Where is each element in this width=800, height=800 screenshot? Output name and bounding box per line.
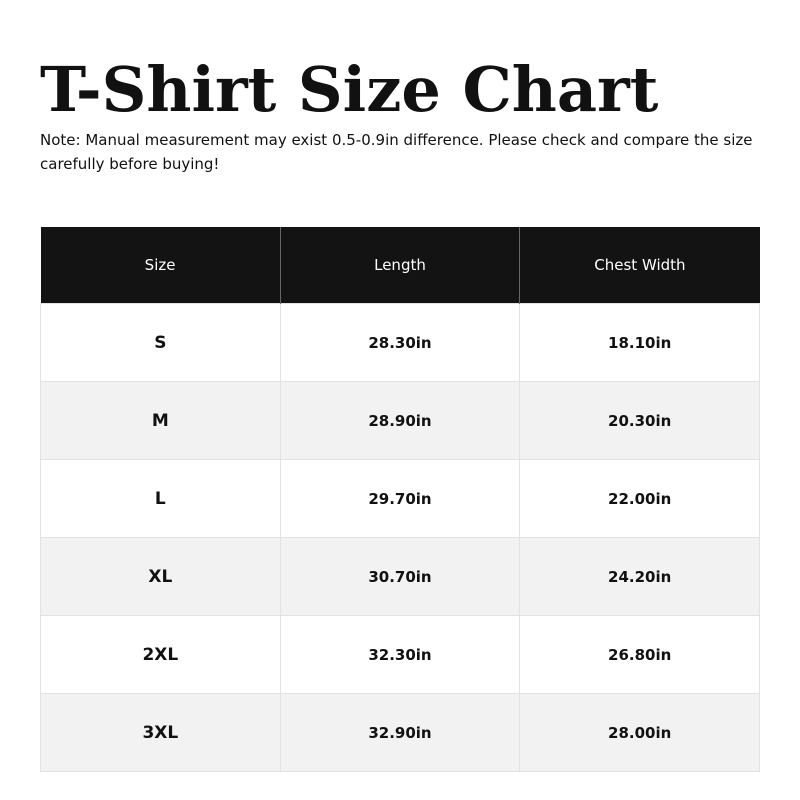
cell-length: 29.70in	[279, 459, 521, 538]
cell-size: S	[40, 303, 281, 382]
cell-chest-width: 18.10in	[519, 303, 760, 382]
page-title: T-Shirt Size Chart	[40, 53, 659, 126]
cell-chest-width: 24.20in	[519, 537, 760, 616]
table-header-row: Size Length Chest Width	[40, 227, 760, 304]
header-size: Size	[40, 227, 281, 304]
table-row: 3XL 32.90in 28.00in	[40, 693, 760, 772]
cell-size: M	[40, 381, 281, 460]
table-row: S 28.30in 18.10in	[40, 303, 760, 382]
cell-size: 3XL	[40, 693, 281, 772]
cell-chest-width: 22.00in	[519, 459, 760, 538]
header-chest-width: Chest Width	[519, 227, 760, 304]
table-row: XL 30.70in 24.20in	[40, 537, 760, 616]
cell-size: XL	[40, 537, 281, 616]
table-row: L 29.70in 22.00in	[40, 459, 760, 538]
header-length: Length	[279, 227, 520, 304]
cell-size: 2XL	[40, 615, 281, 694]
table-row: 2XL 32.30in 26.80in	[40, 615, 760, 694]
cell-chest-width: 28.00in	[519, 693, 760, 772]
cell-chest-width: 20.30in	[519, 381, 760, 460]
cell-chest-width: 26.80in	[519, 615, 760, 694]
cell-length: 32.30in	[279, 615, 521, 694]
cell-length: 32.90in	[279, 693, 521, 772]
note-text: Note: Manual measurement may exist 0.5-0…	[40, 131, 753, 173]
cell-length: 28.90in	[279, 381, 521, 460]
cell-size: L	[40, 459, 281, 538]
table-row: M 28.90in 20.30in	[40, 381, 760, 460]
size-table: Size Length Chest Width S 28.30in 18.10in M…	[40, 227, 760, 772]
cell-length: 28.30in	[279, 303, 521, 382]
cell-length: 30.70in	[279, 537, 521, 616]
